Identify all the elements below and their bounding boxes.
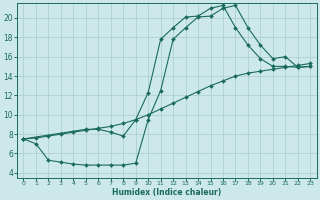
- X-axis label: Humidex (Indice chaleur): Humidex (Indice chaleur): [112, 188, 221, 197]
